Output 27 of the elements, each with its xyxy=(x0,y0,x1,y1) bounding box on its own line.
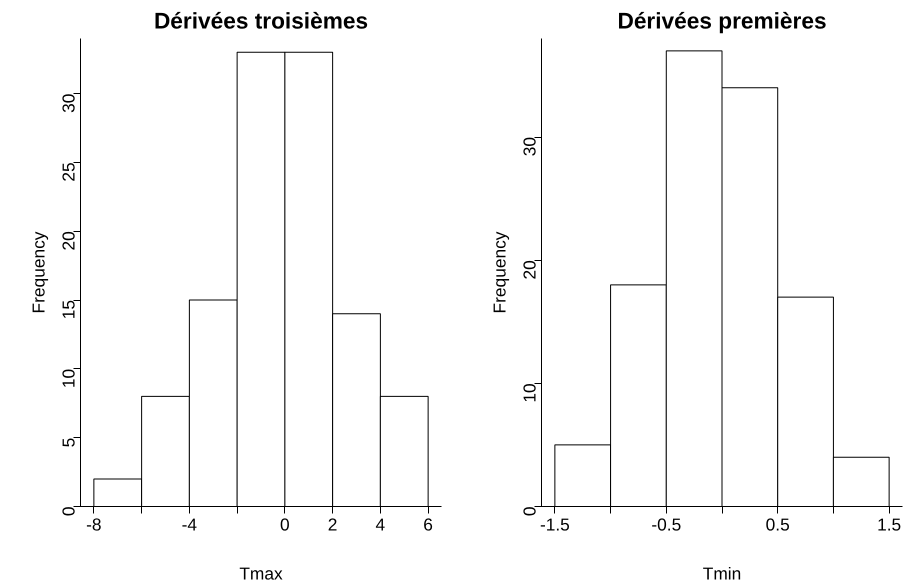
chart-title: Dérivées troisièmes xyxy=(154,8,368,34)
y-tick-label: 10 xyxy=(58,368,78,388)
x-tick-label: 2 xyxy=(328,514,338,534)
x-axis-title: Tmin xyxy=(702,564,742,584)
x-axis-title: Tmax xyxy=(239,564,283,584)
x-tick-label: -0.5 xyxy=(651,514,682,534)
x-tick-label: 6 xyxy=(423,514,433,534)
y-tick-label: 15 xyxy=(58,300,78,320)
x-tick-label: -4 xyxy=(182,514,198,534)
y-tick-label: 0 xyxy=(520,506,540,516)
y-tick-label: 30 xyxy=(58,94,78,113)
y-tick-label: 20 xyxy=(520,260,540,280)
y-axis-title: Frequency xyxy=(490,231,510,314)
x-tick-label: 4 xyxy=(376,514,386,534)
x-tick-label: 0 xyxy=(280,514,290,534)
x-tick-label: 1.5 xyxy=(877,514,902,534)
y-tick-label: 5 xyxy=(58,438,78,448)
x-tick-label: -8 xyxy=(86,514,102,534)
y-tick-label: 30 xyxy=(520,137,540,156)
x-tick-label: 0.5 xyxy=(766,514,790,534)
y-tick-label: 0 xyxy=(58,506,78,516)
y-tick-label: 25 xyxy=(58,162,78,182)
y-tick-label: 20 xyxy=(58,231,78,250)
y-axis-title: Frequency xyxy=(28,231,48,314)
chart-title: Dérivées premières xyxy=(617,8,827,34)
x-tick-label: -1.5 xyxy=(540,514,570,534)
y-tick-label: 10 xyxy=(520,383,540,403)
